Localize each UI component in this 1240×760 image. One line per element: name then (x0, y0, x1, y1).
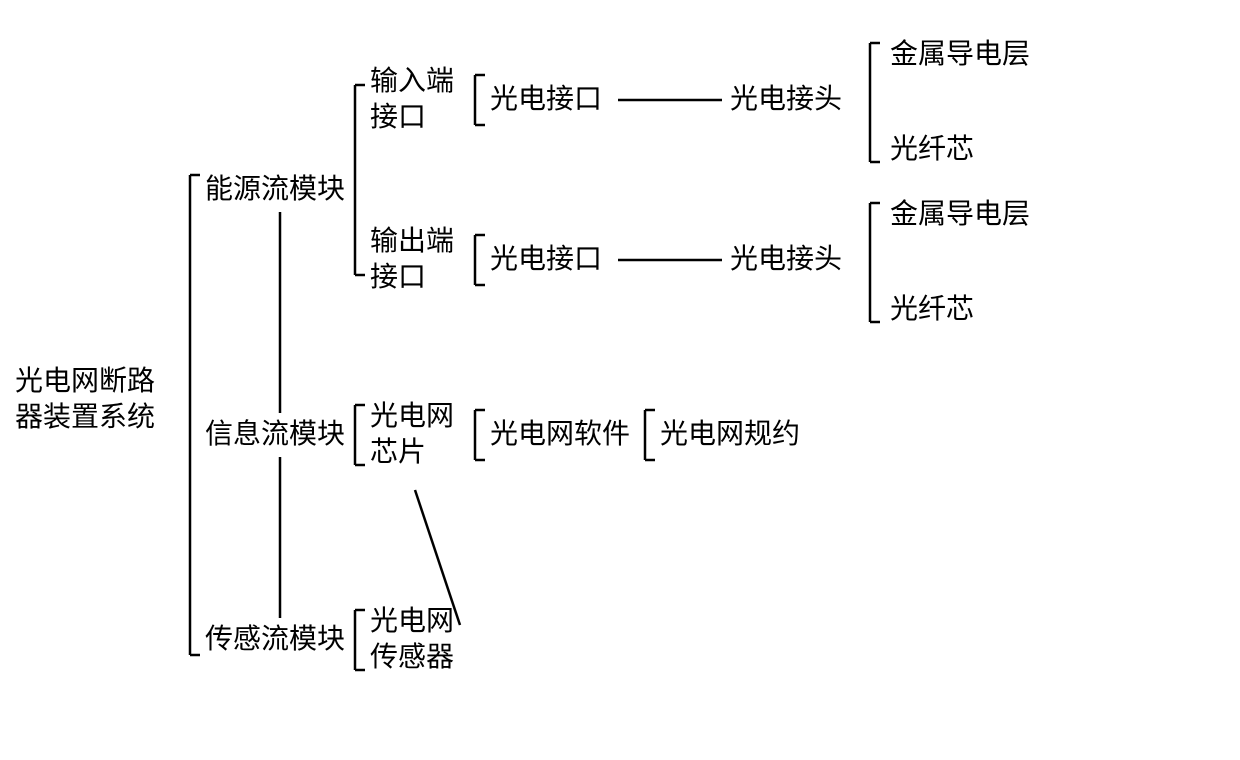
output-sub1-label: 光纤芯 (890, 292, 974, 328)
output-sub0-label: 金属导电层 (890, 197, 1030, 233)
sensor-label: 传感流模块 (205, 622, 345, 658)
output-label: 输出端 接口 (370, 224, 454, 297)
sensordev-label: 光电网 传感器 (370, 604, 454, 677)
input-sub0-label: 金属导电层 (890, 37, 1030, 73)
output-interface-label: 光电接口 (490, 242, 602, 278)
input-label: 输入端 接口 (370, 64, 454, 137)
input-sub1-label: 光纤芯 (890, 132, 974, 168)
protocol-label: 光电网规约 (660, 417, 800, 453)
output-connector-label: 光电接头 (730, 242, 842, 278)
root-label: 光电网断路 器装置系统 (15, 364, 155, 437)
input-interface-label: 光电接口 (490, 82, 602, 118)
tree-lines (0, 0, 1240, 760)
info-label: 信息流模块 (205, 417, 345, 453)
chip-label: 光电网 芯片 (370, 399, 454, 472)
software-label: 光电网软件 (490, 417, 630, 453)
input-connector-label: 光电接头 (730, 82, 842, 118)
energy-label: 能源流模块 (205, 172, 345, 208)
